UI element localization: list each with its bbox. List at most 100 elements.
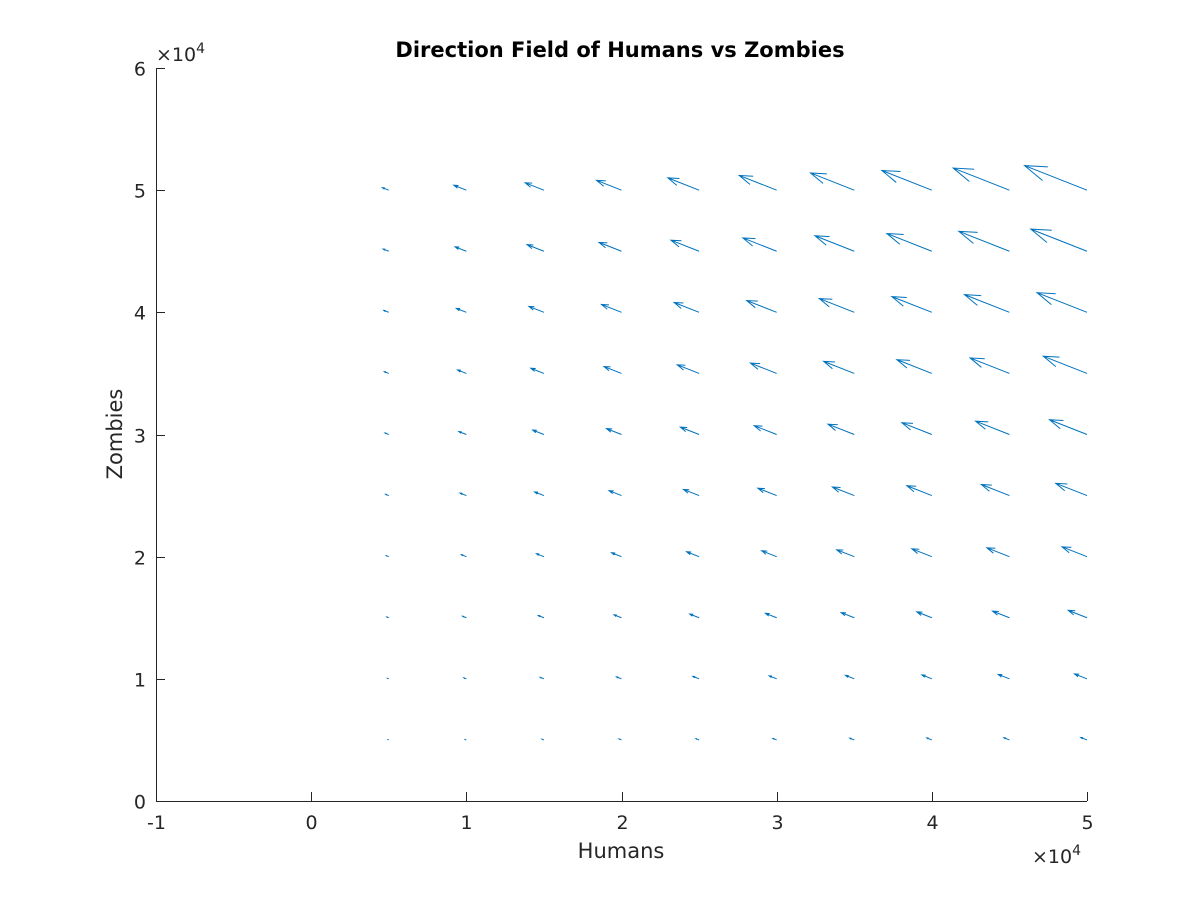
field-arrow — [885, 232, 933, 252]
field-arrow — [756, 487, 777, 497]
x-tick-label: -1 — [147, 812, 166, 834]
y-exponent-power: 4 — [196, 41, 205, 57]
field-arrow — [839, 612, 855, 619]
field-arrow — [458, 492, 467, 497]
y-tick-label: 6 — [134, 59, 146, 81]
field-arrow — [612, 614, 622, 619]
field-arrow — [672, 301, 700, 313]
field-arrow — [1023, 164, 1088, 191]
field-arrow — [382, 309, 389, 313]
x-exponent-label: ×104 — [1032, 843, 1081, 868]
field-arrow — [962, 294, 1010, 313]
field-arrow — [382, 371, 389, 374]
y-tick-label: 3 — [134, 426, 146, 448]
field-arrow — [991, 610, 1010, 619]
field-arrow — [1054, 482, 1088, 497]
field-arrow — [767, 675, 777, 680]
field-arrow — [536, 614, 545, 619]
field-arrow — [771, 737, 777, 741]
x-ticks: -1 0 1 2 3 4 5 — [147, 792, 1094, 834]
field-arrow — [895, 359, 933, 374]
field-arrow — [666, 177, 700, 191]
field-arrow — [685, 551, 700, 558]
field-arrow — [615, 676, 622, 680]
x-axis-label: Humans — [578, 839, 665, 863]
field-arrow — [454, 307, 467, 313]
field-arrow — [602, 365, 622, 374]
y-tick-label: 5 — [134, 181, 146, 203]
field-arrow — [691, 675, 700, 680]
field-arrow — [452, 184, 467, 191]
field-arrow — [951, 167, 1010, 191]
field-arrow — [595, 179, 622, 191]
field-arrow — [694, 738, 700, 741]
field-arrow — [456, 369, 467, 374]
field-arrow — [529, 367, 545, 374]
field-arrow — [457, 430, 467, 435]
field-arrow — [890, 296, 933, 313]
field-arrow — [830, 486, 855, 497]
field-arrow — [915, 611, 933, 619]
field-arrow — [822, 360, 855, 374]
x-exponent-power: 4 — [1072, 843, 1081, 859]
field-arrow — [678, 426, 700, 435]
field-arrow — [527, 305, 545, 313]
y-tick-label: 1 — [134, 670, 146, 692]
field-arrow — [826, 423, 855, 435]
arrow-field — [381, 164, 1088, 741]
field-arrow — [957, 230, 1010, 252]
field-arrow — [760, 550, 777, 558]
field-arrow — [381, 248, 389, 252]
field-arrow — [607, 490, 622, 497]
field-arrow — [675, 364, 700, 374]
y-tick-label: 4 — [134, 303, 146, 325]
field-arrow — [597, 241, 622, 252]
field-arrow — [844, 674, 855, 680]
field-arrow — [817, 297, 855, 313]
field-arrow — [617, 738, 622, 741]
x-tick-label: 1 — [460, 812, 472, 834]
y-tick-label: 0 — [134, 792, 146, 814]
chart-title: Direction Field of Humans vs Zombies — [395, 38, 844, 62]
plot-axes — [156, 68, 1087, 802]
field-arrow — [1002, 737, 1010, 741]
field-arrow — [540, 738, 545, 741]
field-arrow — [905, 485, 933, 497]
field-arrow — [1066, 609, 1088, 619]
field-arrow — [752, 425, 777, 435]
x-exponent-base: ×10 — [1032, 846, 1072, 868]
field-arrow — [979, 483, 1010, 497]
x-tick-label: 4 — [926, 812, 938, 834]
field-arrow — [600, 303, 622, 313]
field-arrow — [809, 172, 855, 191]
field-arrow — [461, 615, 467, 619]
field-arrow — [669, 239, 700, 252]
field-arrow — [534, 553, 545, 558]
field-arrow — [525, 244, 545, 252]
field-arrow — [968, 357, 1010, 374]
x-tick-label: 5 — [1081, 812, 1093, 834]
field-arrow — [748, 362, 777, 374]
field-arrow — [880, 169, 933, 191]
field-arrow — [974, 420, 1010, 435]
field-arrow — [1048, 419, 1088, 435]
field-arrow — [741, 237, 777, 252]
field-arrow — [538, 676, 545, 680]
field-arrow — [763, 612, 777, 619]
field-arrow — [1079, 736, 1088, 741]
field-arrow — [925, 737, 933, 741]
y-axis-label: Zombies — [103, 389, 127, 480]
field-arrow — [381, 187, 389, 191]
field-arrow — [688, 613, 700, 619]
y-tick-label: 2 — [134, 548, 146, 570]
field-arrow — [533, 491, 545, 497]
field-arrow — [459, 554, 467, 558]
field-arrow — [385, 616, 389, 619]
field-arrow — [383, 432, 389, 435]
x-tick-label: 3 — [771, 812, 783, 834]
field-arrow — [737, 174, 777, 191]
field-arrow — [996, 673, 1010, 680]
field-arrow — [453, 246, 467, 252]
field-arrow — [985, 547, 1010, 558]
field-arrow — [463, 738, 467, 741]
